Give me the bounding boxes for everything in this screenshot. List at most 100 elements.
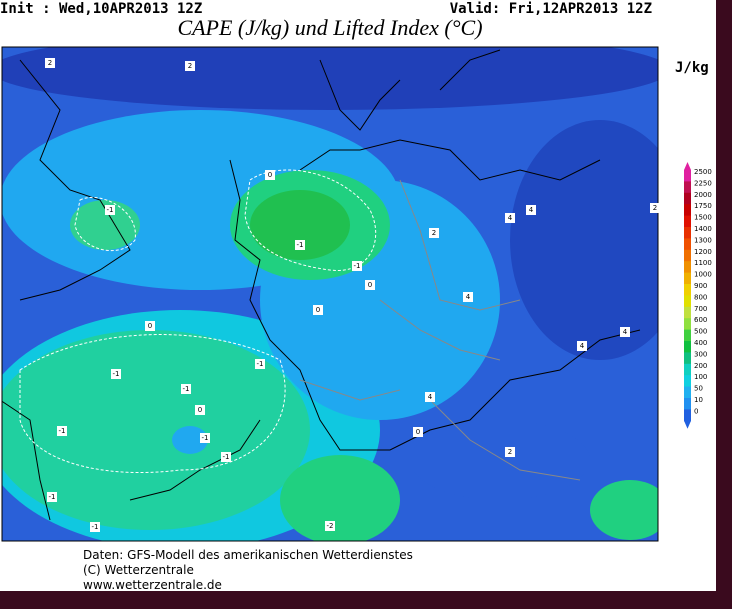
contour-label-bg: [650, 203, 660, 213]
contour-label-bg: [145, 321, 155, 331]
colorbar-label: 10: [694, 396, 703, 404]
colorbar-swatch: [684, 375, 691, 388]
colorbar-swatch: [684, 284, 691, 296]
colorbar-label: 300: [694, 350, 707, 358]
contour-label: 0: [268, 171, 272, 179]
colorbar-swatch: [684, 272, 691, 285]
colorbar-swatch: [684, 341, 691, 353]
contour-label-bg: [526, 205, 536, 215]
colorbar-label: 1000: [694, 271, 712, 279]
contour-label: 0: [316, 306, 320, 314]
contour-label-bg: [620, 327, 630, 337]
contour-label: -1: [257, 360, 264, 368]
footer-line: (C) Wetterzentrale: [83, 563, 194, 577]
colorbar-label: 500: [694, 328, 707, 336]
colorbar-end: [684, 162, 691, 170]
colorbar-label: 900: [694, 282, 707, 290]
colorbar-label: 1500: [694, 214, 712, 222]
colorbar-label: 0: [694, 407, 698, 415]
colorbar-end: [684, 420, 691, 429]
contour-label: 2: [653, 204, 657, 212]
contour-label: -1: [297, 241, 304, 249]
colorbar-label: 2250: [694, 179, 712, 187]
colorbar-swatch: [684, 192, 691, 205]
contour-label-bg: [325, 521, 335, 531]
footer-line: www.wetterzentrale.de: [83, 578, 222, 592]
contour-label: -1: [59, 427, 66, 435]
colorbar-label: 800: [694, 293, 707, 301]
contour-label-bg: [195, 405, 205, 415]
colorbar-label: 2500: [694, 168, 712, 176]
colorbar-label: 2000: [694, 191, 712, 199]
contour-label: 0: [198, 406, 202, 414]
contour-label-bg: [577, 341, 587, 351]
colorbar-swatch: [684, 306, 691, 319]
contour-label-bg: [425, 392, 435, 402]
colorbar-swatch: [684, 398, 691, 410]
contour-label: 4: [623, 328, 628, 336]
colorbar-label: 700: [694, 305, 707, 313]
contour-label-bg: [413, 427, 423, 437]
contour-label-bg: [255, 359, 265, 369]
contour-label: -1: [202, 434, 209, 442]
contour-label: 0: [148, 322, 152, 330]
contour-label: 4: [508, 214, 513, 222]
contour-label-bg: [45, 58, 55, 68]
colorbar-label: 200: [694, 362, 707, 370]
colorbar-label: 50: [694, 385, 703, 393]
contour-label-bg: [505, 447, 515, 457]
contour-label: 2: [508, 448, 512, 456]
contour-label-bg: [352, 261, 362, 271]
contour-label-bg: [57, 426, 67, 436]
contour-label: -1: [49, 493, 56, 501]
contour-label-bg: [429, 228, 439, 238]
colorbar-swatch: [684, 204, 691, 217]
footer-line: Daten: GFS-Modell des amerikanischen Wet…: [83, 548, 413, 562]
contour-label-bg: [47, 492, 57, 502]
contour-label-bg: [313, 305, 323, 315]
legend-unit: J/kg: [675, 60, 709, 76]
colorbar-swatch: [684, 215, 691, 228]
contour-label: -1: [107, 206, 114, 214]
colorbar-label: 1200: [694, 248, 712, 256]
contour-label: 2: [188, 62, 192, 70]
contour-label-bg: [221, 452, 231, 462]
colorbar: 2500225020001750150014001300120011001000…: [684, 162, 712, 429]
title: CAPE (J/kg) und Lifted Index (°C): [177, 15, 482, 40]
contour-label: 4: [428, 393, 433, 401]
contour-label-bg: [200, 433, 210, 443]
contour-label-bg: [105, 205, 115, 215]
contour-label: 4: [580, 342, 585, 350]
colorbar-swatch: [684, 295, 691, 308]
colorbar-swatch: [684, 409, 691, 422]
colorbar-swatch: [684, 227, 691, 239]
map: [1, 46, 659, 542]
colorbar-swatch: [684, 352, 691, 365]
colorbar-swatch: [684, 363, 691, 376]
contour-label: 2: [48, 59, 52, 67]
colorbar-swatch: [684, 181, 691, 194]
contour-label: -1: [92, 523, 99, 531]
contour-label: -1: [183, 385, 190, 393]
colorbar-swatch: [684, 261, 691, 274]
colorbar-label: 400: [694, 339, 707, 347]
colorbar-label: 1300: [694, 236, 712, 244]
contour-label: 2: [432, 229, 436, 237]
contour-label: -1: [223, 453, 230, 461]
contour-labels: 2 2 0 -1 -1 -1 0 2 4 4 4 4 0 0 -1 -1 -1 0 -1 -1 -1 4 2 0 -1 -2 -1 4…: [45, 58, 660, 532]
colorbar-label: 600: [694, 316, 707, 324]
contour-label-bg: [181, 384, 191, 394]
contour-label-bg: [111, 369, 121, 379]
colorbar-swatch: [684, 170, 691, 182]
colorbar-swatch: [684, 249, 691, 262]
colorbar-swatch: [684, 238, 691, 251]
contour-label-bg: [265, 170, 275, 180]
contour-label: 0: [416, 428, 420, 436]
contour-label: -2: [327, 522, 334, 530]
contour-label: -1: [354, 262, 361, 270]
contour-label: 4: [466, 293, 471, 301]
contour-label-bg: [185, 61, 195, 71]
contour-label-bg: [463, 292, 473, 302]
contour-label: -1: [113, 370, 120, 378]
